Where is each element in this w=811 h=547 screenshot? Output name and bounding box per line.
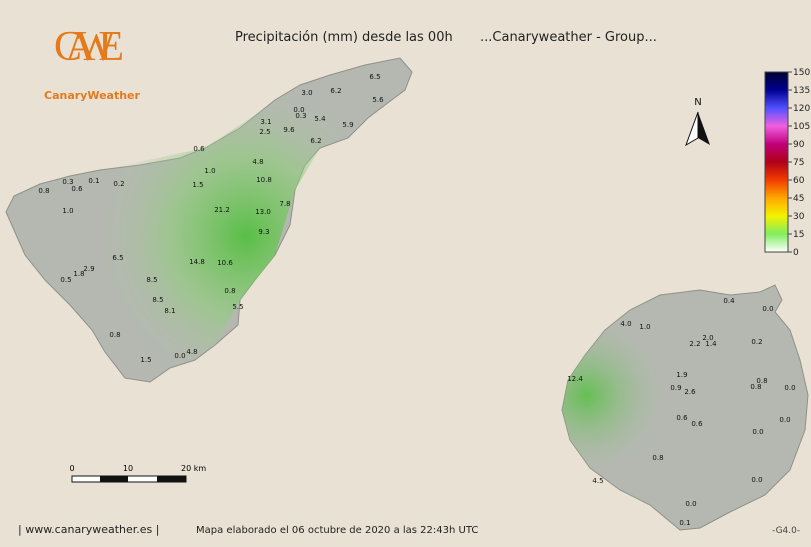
title: Precipitación (mm) desde las 00h	[235, 30, 453, 45]
legend-label: 15	[793, 230, 804, 240]
footer-made: Mapa elaborado el 06 octubre de 2020 a l…	[196, 525, 478, 536]
footer-site: | www.canaryweather.es |	[18, 523, 159, 536]
station-value: 0.0	[762, 305, 773, 313]
station-value: 14.8	[189, 258, 205, 266]
station-value: 1.0	[204, 167, 215, 175]
station-value: 0.8	[224, 287, 235, 295]
legend-label: 60	[793, 176, 805, 186]
station-value: 4.8	[186, 348, 197, 356]
station-value: 0.9	[670, 384, 681, 392]
station-value: 0.4	[723, 297, 735, 305]
station-value: 4.0	[620, 320, 631, 328]
station-value: 0.3	[62, 178, 73, 186]
station-value: 9.6	[283, 126, 295, 134]
station-value: 5.6	[372, 96, 384, 104]
station-value: 1.5	[140, 356, 151, 364]
station-value: 5.9	[342, 121, 353, 129]
station-value: 1.8	[73, 270, 84, 278]
legend-label: 120	[793, 104, 810, 114]
station-value: 8.1	[164, 307, 175, 315]
station-value: 0.0	[685, 500, 696, 508]
station-value: 0.2	[751, 338, 762, 346]
logo-mark: CAWE	[54, 24, 124, 70]
station-value: 21.2	[214, 206, 230, 214]
station-value: 13.0	[255, 208, 271, 216]
station-value: 12.4	[567, 375, 583, 383]
station-value: 0.6	[71, 185, 83, 193]
station-value: 0.0	[779, 416, 790, 424]
station-value: 0.0	[751, 476, 762, 484]
station-value: 1.0	[639, 323, 650, 331]
scale-label: 0	[69, 464, 74, 473]
station-value: 1.4	[705, 340, 717, 348]
station-value: 3.0	[301, 89, 312, 97]
legend-label: 0	[793, 248, 799, 258]
station-value: 6.2	[330, 87, 341, 95]
station-value: 0.8	[38, 187, 49, 195]
station-value: 1.0	[62, 207, 73, 215]
legend-label: 90	[793, 140, 805, 150]
station-value: 1.9	[676, 371, 687, 379]
legend-bar	[764, 71, 789, 253]
group: ...Canaryweather - Group...	[480, 30, 657, 45]
legend-label: 105	[793, 122, 810, 132]
station-value: 2.2	[689, 340, 700, 348]
station-value: 0.1	[88, 177, 99, 185]
station-value: 0.8	[756, 377, 767, 385]
station-value: 10.6	[217, 259, 233, 267]
station-value: 2.0	[702, 334, 713, 342]
station-value: 6.5	[369, 73, 380, 81]
station-value: 2.6	[684, 388, 696, 396]
scale-label: 10	[123, 464, 133, 473]
station-value: 0.1	[679, 519, 690, 527]
gran-canaria-rain	[562, 285, 808, 530]
station-value: 0.0	[174, 352, 185, 360]
station-value: 8.5	[152, 296, 163, 304]
legend-label: 135	[793, 86, 810, 96]
station-value: 9.3	[258, 228, 269, 236]
station-value: 5.5	[232, 303, 243, 311]
station-value: 2.5	[259, 128, 270, 136]
station-value: 0.8	[652, 454, 663, 462]
station-value: 0.0	[293, 106, 304, 114]
station-value: 6.5	[112, 254, 123, 262]
station-value: 7.8	[279, 200, 290, 208]
footer-version: -G4.0-	[772, 526, 800, 536]
station-value: 10.8	[256, 176, 272, 184]
station-value: 4.5	[592, 477, 603, 485]
station-value: 0.6	[193, 145, 205, 153]
north-arrow	[698, 112, 710, 145]
legend-label: 45	[793, 194, 804, 204]
scale-bar-seg	[157, 476, 186, 482]
scale-bar-seg	[100, 476, 128, 482]
station-value: 0.0	[784, 384, 795, 392]
station-value: 0.8	[750, 383, 761, 391]
legend-label: 30	[793, 212, 805, 222]
station-value: 8.5	[146, 276, 157, 284]
station-value: 0.3	[295, 112, 306, 120]
station-value: 4.8	[252, 158, 263, 166]
station-value: 0.5	[60, 276, 71, 284]
legend-label: 150	[793, 68, 810, 78]
logo-name: CanaryWeather	[44, 89, 141, 102]
legend-label: 75	[793, 158, 804, 168]
station-value: 0.0	[752, 428, 763, 436]
station-value: 0.6	[676, 414, 688, 422]
tenerife-rain	[92, 58, 400, 382]
station-value: 0.6	[691, 420, 703, 428]
station-value: 0.8	[109, 331, 120, 339]
station-value: 3.1	[260, 118, 271, 126]
north-label: N	[694, 97, 701, 108]
station-value: 0.2	[113, 180, 124, 188]
north-arrow-half	[685, 111, 699, 147]
station-value: 2.9	[83, 265, 94, 273]
station-value: 1.5	[192, 181, 203, 189]
scale-label: 20 km	[181, 464, 206, 473]
station-value: 6.2	[310, 137, 321, 145]
station-value: 5.4	[314, 115, 326, 123]
